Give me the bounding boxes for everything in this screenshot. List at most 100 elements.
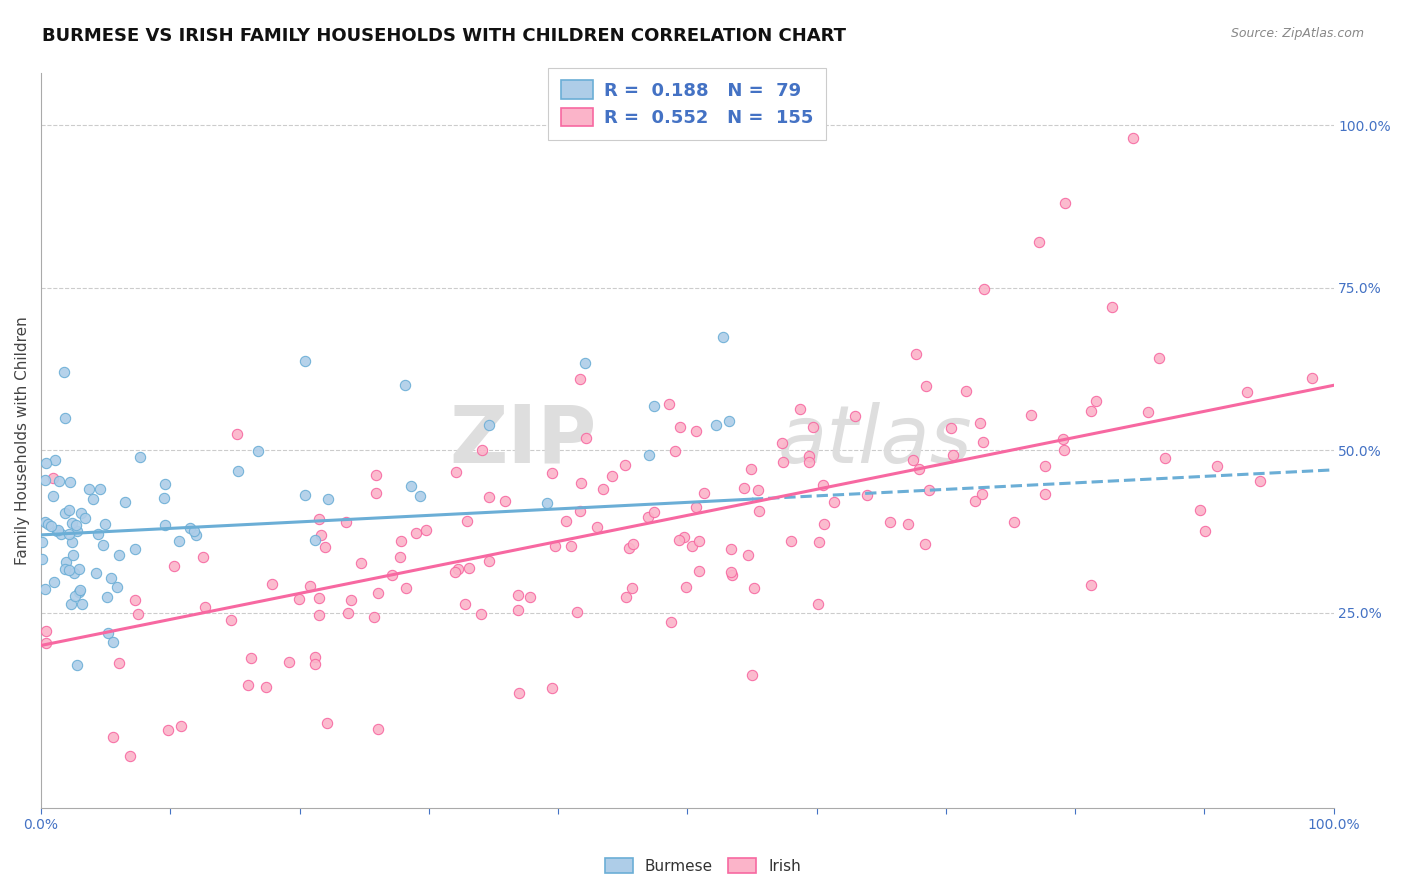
Point (939, 421, 962, 435)
Point (58, 527, 80, 541)
Point (965, 494, 987, 508)
Point (519, 591, 541, 605)
Point (156, 723, 179, 737)
Point (55, 555, 77, 569)
Point (101, 635, 124, 649)
Point (675, 580, 697, 594)
Point (904, 346, 927, 360)
Point (31, 534, 53, 549)
Point (388, 549, 411, 564)
Point (86, 566, 108, 580)
Point (34, 515, 56, 529)
Point (659, 615, 682, 629)
Point (789, 402, 811, 417)
Point (586, 520, 609, 534)
Point (127, 607, 149, 621)
Point (309, 528, 332, 542)
Point (82, 491, 104, 506)
Point (908, 461, 931, 475)
Point (780, 534, 803, 549)
Point (35, 635, 58, 649)
Point (457, 561, 479, 575)
Point (35, 624, 58, 639)
Point (59, 597, 82, 611)
Point (681, 539, 703, 553)
Point (1301, 371, 1323, 385)
Point (638, 448, 661, 462)
Point (304, 657, 326, 671)
Point (685, 424, 707, 438)
Point (540, 466, 562, 480)
Point (194, 599, 217, 614)
Legend: Burmese, Irish: Burmese, Irish (599, 852, 807, 880)
Point (772, 455, 794, 469)
Point (1085, 393, 1108, 408)
Point (101, 730, 124, 744)
Point (1002, 515, 1025, 529)
Point (456, 515, 478, 529)
Point (118, 748, 141, 763)
Point (915, 379, 938, 393)
Point (1189, 503, 1212, 517)
Point (254, 681, 277, 695)
Point (63, 590, 86, 604)
Point (304, 650, 326, 665)
Point (569, 372, 592, 386)
Point (46, 523, 69, 537)
Point (1080, 578, 1102, 592)
Point (471, 442, 494, 457)
Point (169, 534, 191, 549)
Point (124, 541, 146, 556)
Point (748, 504, 770, 518)
Point (34, 582, 56, 597)
Point (897, 516, 920, 531)
Point (53, 410, 76, 425)
Point (298, 579, 321, 593)
Point (669, 419, 692, 434)
Point (544, 540, 567, 554)
Point (96, 590, 118, 604)
Point (70, 597, 93, 611)
Point (1019, 408, 1042, 422)
Point (568, 504, 591, 518)
Point (124, 593, 146, 607)
Point (770, 436, 793, 450)
Point (114, 495, 136, 509)
Point (46, 524, 69, 538)
Point (973, 282, 995, 296)
Point (381, 568, 404, 582)
Point (720, 568, 742, 582)
Point (221, 613, 243, 627)
Point (287, 592, 309, 607)
Point (52, 365, 75, 379)
Point (340, 593, 363, 607)
Point (733, 481, 755, 495)
Point (228, 464, 250, 478)
Point (53, 507, 76, 521)
Point (567, 605, 589, 619)
Point (1053, 196, 1076, 211)
Point (1052, 432, 1074, 446)
Point (693, 486, 716, 500)
Point (643, 505, 665, 519)
Point (600, 469, 623, 483)
Point (87, 527, 110, 541)
Point (554, 514, 576, 528)
Point (1249, 474, 1271, 488)
Point (706, 417, 728, 432)
Point (540, 681, 562, 695)
Point (575, 431, 598, 445)
Point (1080, 403, 1102, 417)
Point (66, 657, 89, 672)
Point (67, 585, 90, 599)
Point (405, 526, 427, 541)
Point (807, 597, 830, 611)
Point (444, 565, 467, 579)
Point (914, 537, 936, 551)
Point (673, 530, 696, 544)
Point (316, 491, 339, 506)
Point (1053, 442, 1076, 457)
Point (592, 482, 614, 496)
Point (1033, 458, 1056, 473)
Point (399, 479, 422, 493)
